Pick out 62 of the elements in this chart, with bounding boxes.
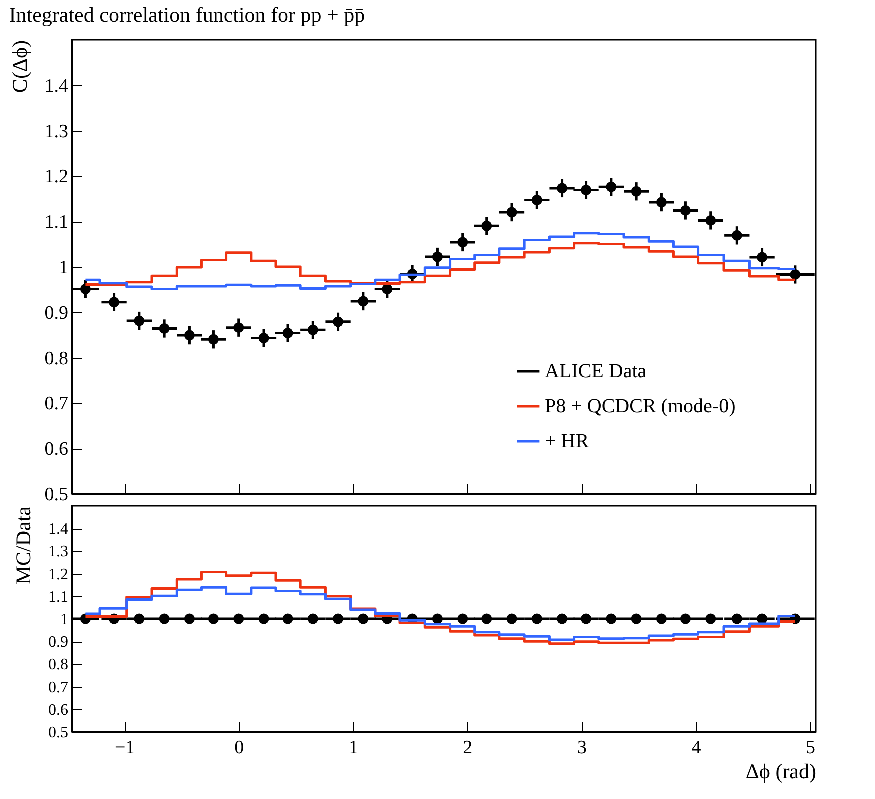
point: [732, 230, 742, 241]
legend-label: P8 + QCDCR (mode-0): [545, 396, 736, 418]
y-axis-title: MC/Data: [12, 506, 36, 585]
point: [706, 215, 716, 226]
legend-label: ALICE Data: [545, 360, 647, 382]
point: [757, 252, 768, 263]
point: [581, 185, 592, 196]
point: [134, 316, 145, 326]
point: [159, 324, 170, 334]
y-tick-label: 0.5: [48, 724, 68, 742]
point: [432, 252, 443, 262]
point: [482, 220, 492, 232]
y-tick-label: 1.2: [44, 166, 68, 188]
point: [790, 269, 801, 280]
point: [557, 183, 568, 194]
point: [208, 334, 219, 345]
y-tick-label: 0.5: [44, 484, 68, 506]
point: [506, 207, 518, 218]
point: [282, 328, 294, 339]
point: [333, 316, 344, 328]
y-tick-label: 0.7: [48, 679, 68, 696]
y-tick-label: 1.1: [48, 588, 68, 606]
x-tick-label: 4: [692, 738, 702, 758]
y-tick-label: 0.9: [44, 302, 68, 324]
point: [308, 324, 318, 336]
y-tick-label: 0.8: [48, 656, 68, 674]
x-tick-label: 5: [806, 738, 816, 758]
y-tick-label: 1.4: [48, 521, 68, 538]
y-tick-label: 1.4: [44, 76, 69, 97]
y-tick-label: 0.8: [44, 348, 68, 370]
point: [458, 237, 468, 248]
x-axis-title: Δϕ (rad): [746, 760, 817, 784]
y-tick-label: 0.6: [44, 439, 68, 460]
x-tick-label: 2: [463, 738, 473, 758]
x-tick-label: 1: [348, 738, 358, 758]
chart-title: Integrated correlation function for pp + p̄p̄: [9, 3, 366, 27]
x-tick-label: −1: [114, 738, 136, 758]
y-tick-label: 1.3: [48, 544, 68, 561]
y-axis-title: C(Δϕ): [8, 40, 32, 94]
point: [109, 297, 120, 308]
legend-label: + HR: [545, 430, 590, 452]
y-tick-label: 1.1: [44, 212, 68, 234]
point: [680, 205, 691, 216]
x-tick-label: 0: [234, 738, 244, 758]
y-tick-label: 0.7: [44, 394, 68, 415]
point: [606, 182, 617, 192]
point: [631, 186, 642, 197]
point: [358, 296, 369, 307]
x-tick-label: 3: [577, 738, 587, 758]
y-tick-label: 1: [60, 612, 68, 628]
point: [234, 322, 244, 334]
point: [80, 284, 91, 294]
point: [656, 197, 667, 208]
y-tick-label: 1.2: [48, 566, 68, 584]
y-tick-label: 0.9: [48, 634, 68, 652]
point: [184, 330, 195, 341]
point: [382, 284, 393, 294]
point: [258, 333, 270, 344]
y-tick-label: 1: [59, 258, 68, 278]
point: [532, 195, 542, 206]
y-tick-label: 0.6: [48, 702, 68, 719]
y-tick-label: 1.3: [44, 121, 68, 142]
